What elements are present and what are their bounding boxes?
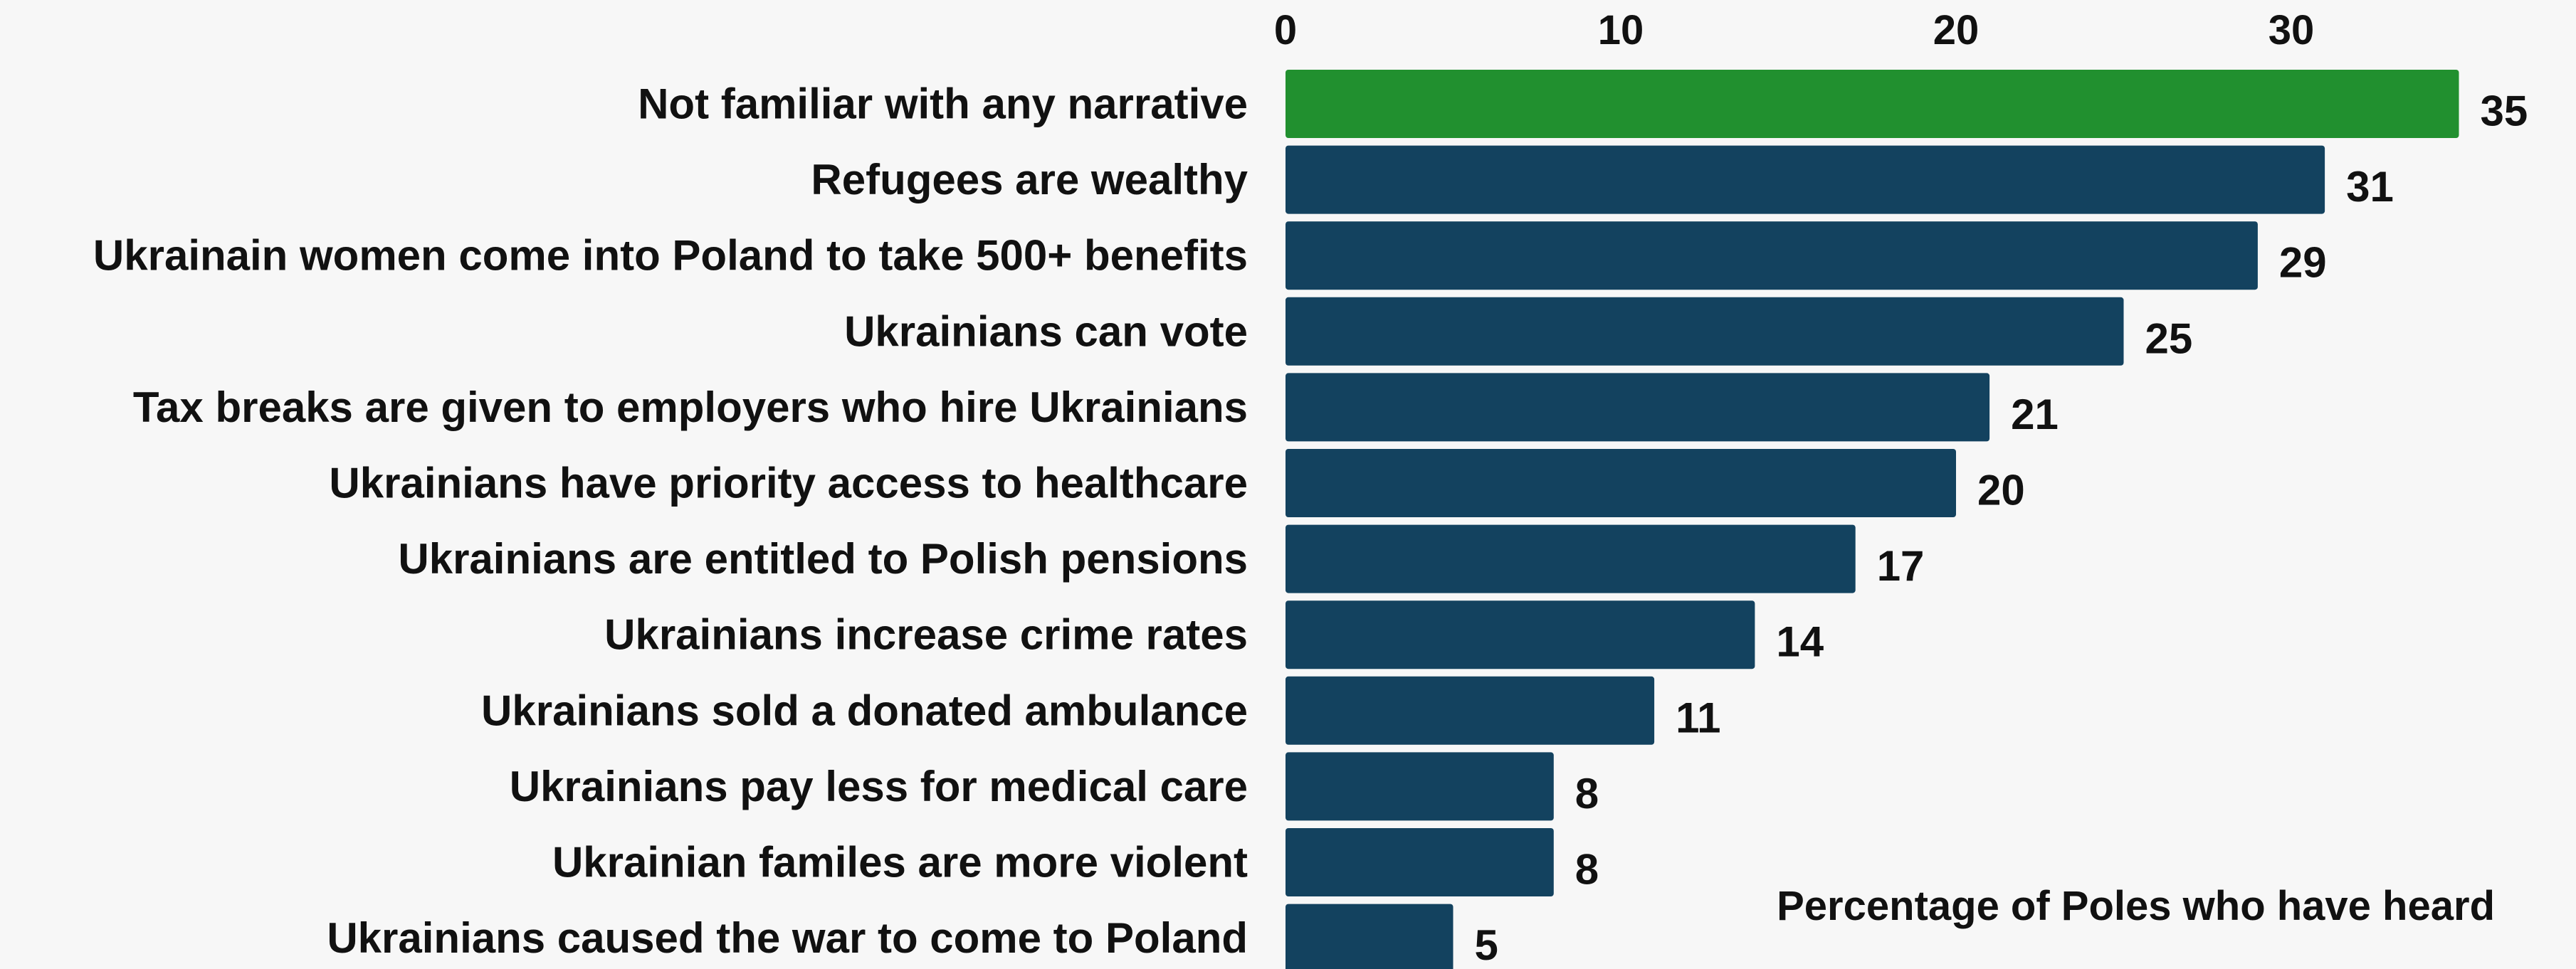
category-labels: Not familiar with any narrative Refugees … bbox=[93, 80, 1248, 963]
bar bbox=[1286, 145, 2325, 214]
value-label: 17 bbox=[1877, 542, 1925, 590]
value-label: 8 bbox=[1575, 770, 1599, 817]
category-label: Ukrainians sold a donated ambulance bbox=[481, 687, 1248, 734]
bar bbox=[1286, 524, 1856, 593]
value-label: 8 bbox=[1575, 846, 1599, 894]
bar bbox=[1286, 297, 2124, 366]
bar bbox=[1286, 70, 2459, 138]
x-tick-label: 0 bbox=[1274, 7, 1297, 53]
category-label: Ukrainians increase crime rates bbox=[604, 611, 1248, 659]
bar bbox=[1286, 828, 1554, 896]
x-tick-label: 30 bbox=[2269, 7, 2315, 53]
category-label: Ukrainians pay less for medical care bbox=[510, 763, 1248, 810]
category-label: Ukrainain women come into Poland to take… bbox=[93, 232, 1248, 280]
category-label: Ukrainians can vote bbox=[844, 307, 1248, 355]
x-axis-ticks: 0 10 20 30 bbox=[1274, 7, 2314, 53]
category-label: Ukrainians have priority access to healt… bbox=[329, 460, 1248, 507]
bar bbox=[1286, 904, 1453, 969]
category-label: Refugees are wealthy bbox=[811, 156, 1248, 203]
value-label: 11 bbox=[1676, 694, 1720, 741]
bar bbox=[1286, 676, 1655, 745]
category-label: Not familiar with any narrative bbox=[638, 80, 1248, 128]
value-label: 5 bbox=[1475, 921, 1498, 969]
category-label: Ukrainians caused the war to come to Pol… bbox=[327, 914, 1248, 962]
category-label: Tax breaks are given to employers who hi… bbox=[133, 383, 1248, 431]
value-label: 14 bbox=[1776, 618, 1824, 666]
value-label: 20 bbox=[1977, 467, 2025, 514]
value-label: 31 bbox=[2346, 163, 2394, 211]
bar bbox=[1286, 600, 1755, 669]
bars bbox=[1286, 70, 2459, 969]
value-label: 29 bbox=[2279, 239, 2327, 287]
value-label: 25 bbox=[2145, 314, 2193, 362]
x-tick-label: 20 bbox=[1933, 7, 1980, 53]
bar bbox=[1286, 373, 1990, 442]
bar bbox=[1286, 449, 1956, 517]
value-label: 35 bbox=[2481, 88, 2528, 135]
category-label: Ukrainian familes are more violent bbox=[552, 839, 1248, 886]
x-tick-label: 10 bbox=[1598, 7, 1644, 53]
x-axis-title: Percentage of Poles who have heard bbox=[1777, 883, 2495, 929]
bar bbox=[1286, 752, 1554, 821]
value-labels: 35 31 29 25 21 20 17 14 11 8 8 5 bbox=[1475, 88, 2528, 969]
bar bbox=[1286, 221, 2258, 290]
value-label: 21 bbox=[2011, 391, 2059, 438]
category-label: Ukrainians are entitled to Polish pensio… bbox=[398, 535, 1248, 583]
